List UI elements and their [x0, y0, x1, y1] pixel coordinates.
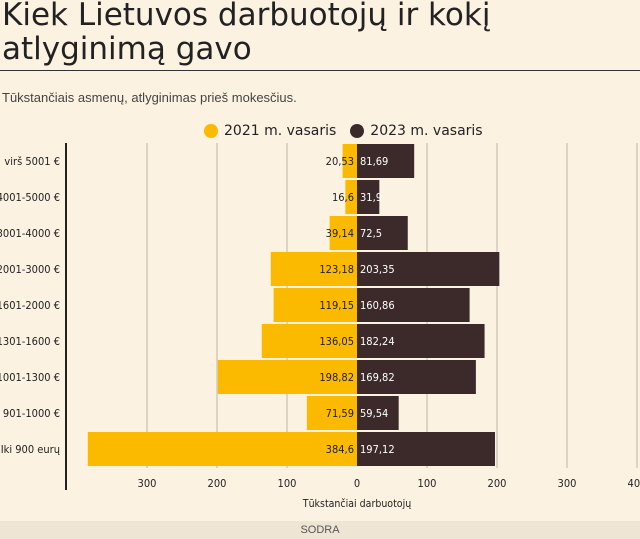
bar-2021 [273, 288, 357, 322]
x-tick-label: 200 [488, 477, 507, 490]
data-label-2021: 16,6 [332, 191, 354, 204]
data-label-2023: 81,69 [360, 155, 388, 168]
source-footer: SODRA [0, 521, 640, 539]
bar-2021 [217, 360, 357, 394]
bar-2021 [261, 324, 357, 358]
bar-2023 [357, 252, 500, 286]
bar-2023 [357, 216, 408, 250]
legend-swatch-2021 [204, 124, 218, 138]
data-label-2021: 71,59 [326, 407, 354, 420]
category-label: 1301-1600 € [0, 335, 60, 348]
bar-2023 [357, 288, 470, 322]
data-label-2023: 203,35 [360, 263, 395, 276]
population-pyramid-chart: 20,53 81,69 16,6 31,9 39,14 72,5 123,18 203,35 1… [0, 143, 640, 510]
data-label-2021: 198,82 [319, 371, 354, 384]
data-label-2023: 197,12 [360, 443, 395, 456]
bar-2023 [357, 396, 399, 430]
legend-label-2023: 2023 m. vasaris [370, 123, 483, 139]
bar-2023 [357, 360, 476, 394]
bar-2023 [357, 324, 485, 358]
x-tick-label: 300 [558, 477, 577, 490]
bar-2021 [270, 252, 357, 286]
bar-2023 [357, 144, 415, 178]
chart-subtitle: Tūkstančiais asmenų, atlyginimas prieš m… [2, 90, 297, 105]
data-label-2021: 136,05 [319, 335, 354, 348]
data-label-2023: 169,82 [360, 371, 395, 384]
data-label-2021: 384,6 [326, 443, 354, 456]
category-label: Iki 900 eurų [1, 443, 61, 456]
chart-legend: 2021 m. vasaris 2023 m. vasaris [204, 121, 497, 141]
bar-2021 [345, 180, 357, 214]
legend-item-2023[interactable]: 2023 m. vasaris [350, 123, 483, 139]
category-label: virš 5001 € [4, 155, 60, 168]
page-title: Kiek Lietuvos darbuotojų ir kokį atlygin… [2, 0, 491, 67]
bar-2021 [342, 144, 357, 178]
data-label-2023: 160,86 [360, 299, 395, 312]
category-label: 2001-3000 € [0, 263, 60, 276]
category-label: 1601-2000 € [0, 299, 60, 312]
legend-label-2021: 2021 m. vasaris [224, 123, 337, 139]
category-label: 3001-4000 € [0, 227, 60, 240]
data-label-2021: 123,18 [319, 263, 354, 276]
category-label: 4001-5000 € [0, 191, 60, 204]
x-axis-title: Tūkstančiai darbuotojų [302, 498, 411, 510]
category-label: 901-1000 € [3, 407, 60, 420]
x-tick-label: 100 [418, 477, 437, 490]
title-divider [0, 70, 640, 71]
bar-2021 [87, 432, 357, 466]
data-label-2023: 59,54 [360, 407, 388, 420]
data-label-2021: 20,53 [326, 155, 354, 168]
category-label: 1001-1300 € [0, 371, 60, 384]
bar-2023 [357, 432, 495, 466]
legend-item-2021[interactable]: 2021 m. vasaris [204, 123, 336, 139]
data-label-2023: 182,24 [360, 335, 395, 348]
x-tick-label: 400 [628, 477, 640, 490]
data-label-2021: 119,15 [319, 299, 354, 312]
x-tick-label: 100 [278, 477, 297, 490]
x-tick-label: 200 [208, 477, 227, 490]
legend-swatch-2023 [350, 124, 365, 138]
bar-2021 [306, 396, 357, 430]
data-label-2023: 31,9 [360, 191, 382, 204]
x-tick-label: 300 [138, 477, 157, 490]
x-tick-label: 0 [354, 477, 360, 490]
bar-2021 [329, 216, 357, 250]
bar-2023 [357, 180, 380, 214]
data-label-2023: 72,5 [360, 227, 382, 240]
data-label-2021: 39,14 [326, 227, 354, 240]
